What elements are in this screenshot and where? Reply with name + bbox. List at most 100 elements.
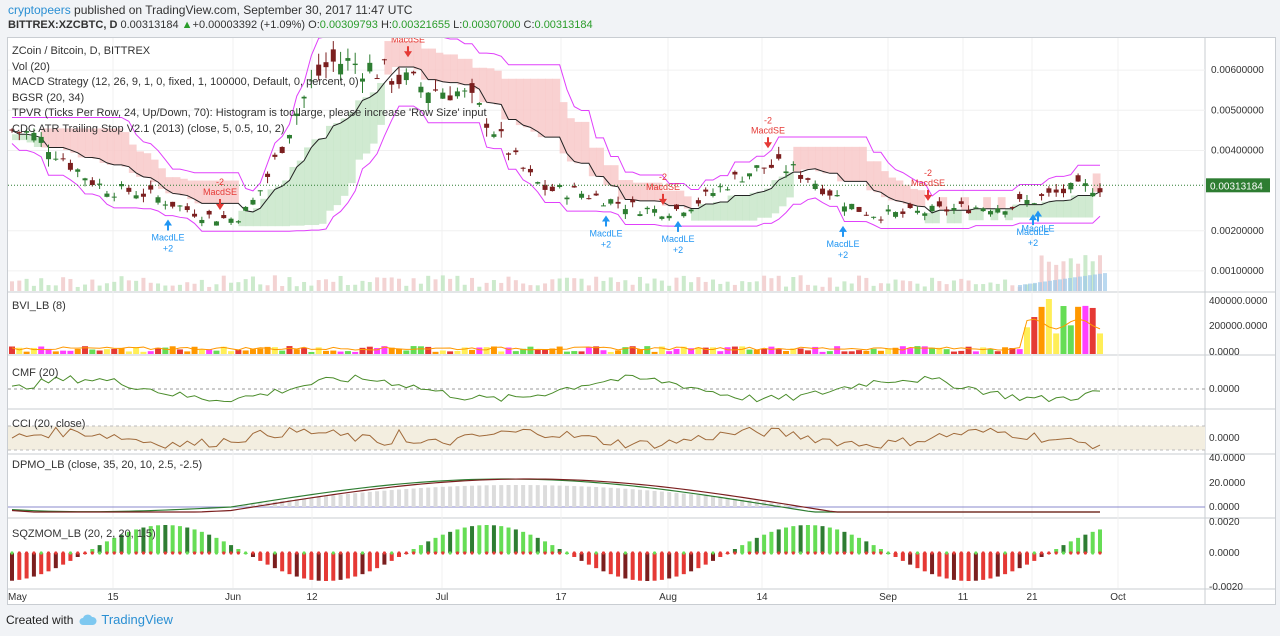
volume-bar [17,280,22,291]
chart-svg[interactable]: May 15 Jun 12 Jul 17 Aug 14 Sep 11 21 Oct 0.00600000… [8,24,1275,604]
sqz-bar [813,525,818,553]
candle-body [593,193,599,196]
sqz-bar [185,527,190,553]
bvi-bar [498,351,505,354]
volume-bar [937,281,942,291]
sqz-dot [46,551,51,555]
candle-body [265,173,271,177]
candle-body [498,129,504,132]
volume-bar [703,281,708,291]
volume-bar [521,283,526,291]
tradingview-logo[interactable]: TradingView [79,612,173,627]
sqz-dot [492,551,496,555]
price-tick-label: 0.00600000 [1211,65,1264,76]
atr-cloud-segment [92,128,101,159]
atr-cloud-segment [618,180,626,200]
volume-bar [908,281,913,291]
volume-bar [272,275,277,291]
dpmo-hist-bar [703,495,708,507]
volume-bar [535,285,540,291]
sqz-dot [499,551,503,555]
volume-bar [83,284,88,291]
bvi-bar [797,348,804,354]
sqz-bar [703,553,708,565]
dpmo-hist-bar [418,488,423,507]
candle-body [235,221,241,223]
bvi-bar [1038,306,1045,354]
volume-bar [134,280,139,291]
chart-area[interactable]: May 15 Jun 12 Jul 17 Aug 14 Sep 11 21 Oct 0.00600000… [7,24,1276,605]
volume-bar [375,277,380,291]
sqz-dot [426,551,430,555]
legend-volume[interactable]: Vol (20) [12,60,50,73]
dpmo-hist-bar [572,486,577,507]
atr-cloud-segment [676,190,685,206]
bvi-bar [563,351,570,354]
dpmo-hist-bar [491,485,496,507]
sqz-dot [192,551,197,555]
volume-bar [893,279,898,291]
volume-bar [302,281,307,291]
sqz-dot [353,551,357,555]
atr-cloud-segment [333,123,342,206]
sqz-bar [90,549,95,553]
volume-bar [608,277,613,291]
candle-body [1046,188,1052,193]
legend-macd[interactable]: MACD Strategy (12, 26, 9, 1, 0, fixed, 1… [12,76,359,88]
legend-bgsr[interactable]: BGSR (20, 34) [12,91,85,104]
bvi-bar [1082,305,1089,354]
volume-profile-bar [1103,273,1107,291]
atr-cloud-segment [128,144,137,173]
atr-cloud-segment [691,208,699,221]
sqz-dot [98,551,102,555]
sqz-bar [375,553,380,569]
volume-bar [1090,261,1095,291]
sqz-dot [280,551,284,555]
author-link[interactable]: cryptopeers [8,3,71,17]
signal-label: MacdLE [826,239,859,249]
dpmo-hist-bar [250,504,255,507]
sqz-dot [112,551,116,555]
volume-bar [1061,261,1066,291]
sqz-dot [390,551,394,555]
cmf-legend[interactable]: CMF (20) [12,367,59,379]
symbol-label: BITTREX:XZCBTC, D [8,19,118,31]
sqz-dot [828,551,832,555]
volume-bar [762,275,767,291]
sqz-bar [1003,553,1008,575]
candle-body [462,90,468,92]
bvi-bar [804,350,811,354]
dpmo-hist-bar [564,485,569,507]
signal-tag: -2 [216,177,224,187]
sqz-bar [112,537,117,553]
cci-line [11,426,1101,450]
sqz-bar [1039,553,1044,557]
sqz-dot [660,551,664,555]
volume-bar [97,285,102,291]
bvi-bar [1075,306,1082,354]
legend-symbol[interactable]: ZCoin / Bitcoin, D, BITTREX [12,45,151,57]
cci-legend[interactable]: CCI (20, close) [12,418,86,430]
sqz-bar [309,553,314,580]
volume-bar [791,277,796,291]
dpmo-hist-bar [455,486,460,507]
bvi-bar [512,351,519,354]
atr-cloud-segment [158,168,166,189]
volume-bar [835,286,840,291]
legend-atr[interactable]: CDC ATR Trailing Stop V2.1 (2013) (close… [12,122,285,135]
bvi-bar [242,350,249,354]
volume-bar [433,279,438,291]
sqz-bar [484,525,489,553]
sqz-dot [244,551,248,555]
candle-body [695,200,701,204]
legend-tpvr[interactable]: TPVR (Ticks Per Row, 24, Up/Down, 70): H… [12,107,487,119]
candle-body [673,204,679,210]
signal-tag: -2 [659,172,667,182]
candle-body [893,212,899,217]
dpmo-legend[interactable]: DPMO_LB (close, 35, 20, 10, 2.5, -2.5) [12,459,203,471]
sqz-dot [733,551,737,555]
bvi-legend[interactable]: BVI_LB (8) [12,300,66,312]
candle-body [571,186,577,188]
sqz-legend[interactable]: SQZMOM_LB (20, 2, 20, 1.5) [12,528,156,540]
atr-cloud-segment [1048,200,1057,218]
